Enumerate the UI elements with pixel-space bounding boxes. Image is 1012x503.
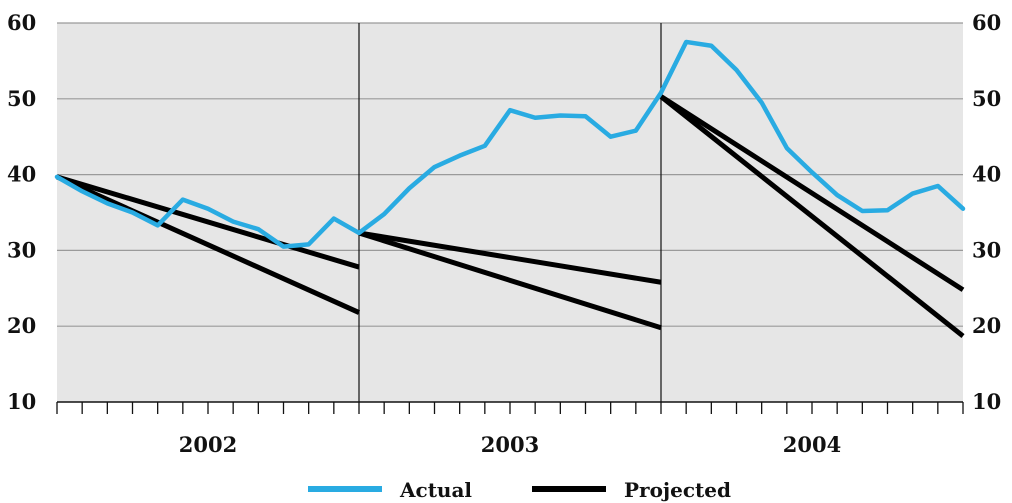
y-tick-label-right: 40 [972,162,1001,187]
y-tick-label-right: 60 [972,10,1001,35]
y-tick-label-left: 20 [7,313,36,338]
year-label: 2002 [179,432,237,457]
y-axis-left-labels: 10 20 30 40 50 60 [7,10,36,414]
y-tick-label-left: 50 [7,86,36,111]
year-label: 2004 [783,432,841,457]
x-axis [57,402,963,414]
y-tick-label-right: 30 [972,237,1001,262]
year-label: 2003 [481,432,539,457]
year-labels: 2002 2003 2004 [179,432,841,457]
y-tick-label-left: 30 [7,237,36,262]
y-tick-label-right: 20 [972,313,1001,338]
y-axis-right-labels: 10 20 30 40 50 60 [972,10,1001,414]
y-tick-label-left: 10 [7,389,36,414]
y-tick-label-left: 40 [7,162,36,187]
y-tick-label-right: 50 [972,86,1001,111]
legend: Actual Projected [308,478,731,502]
plot-background [57,23,963,402]
y-tick-label-left: 60 [7,10,36,35]
legend-label-actual: Actual [399,478,472,502]
y-tick-label-right: 10 [972,389,1001,414]
legend-label-projected: Projected [624,478,731,502]
